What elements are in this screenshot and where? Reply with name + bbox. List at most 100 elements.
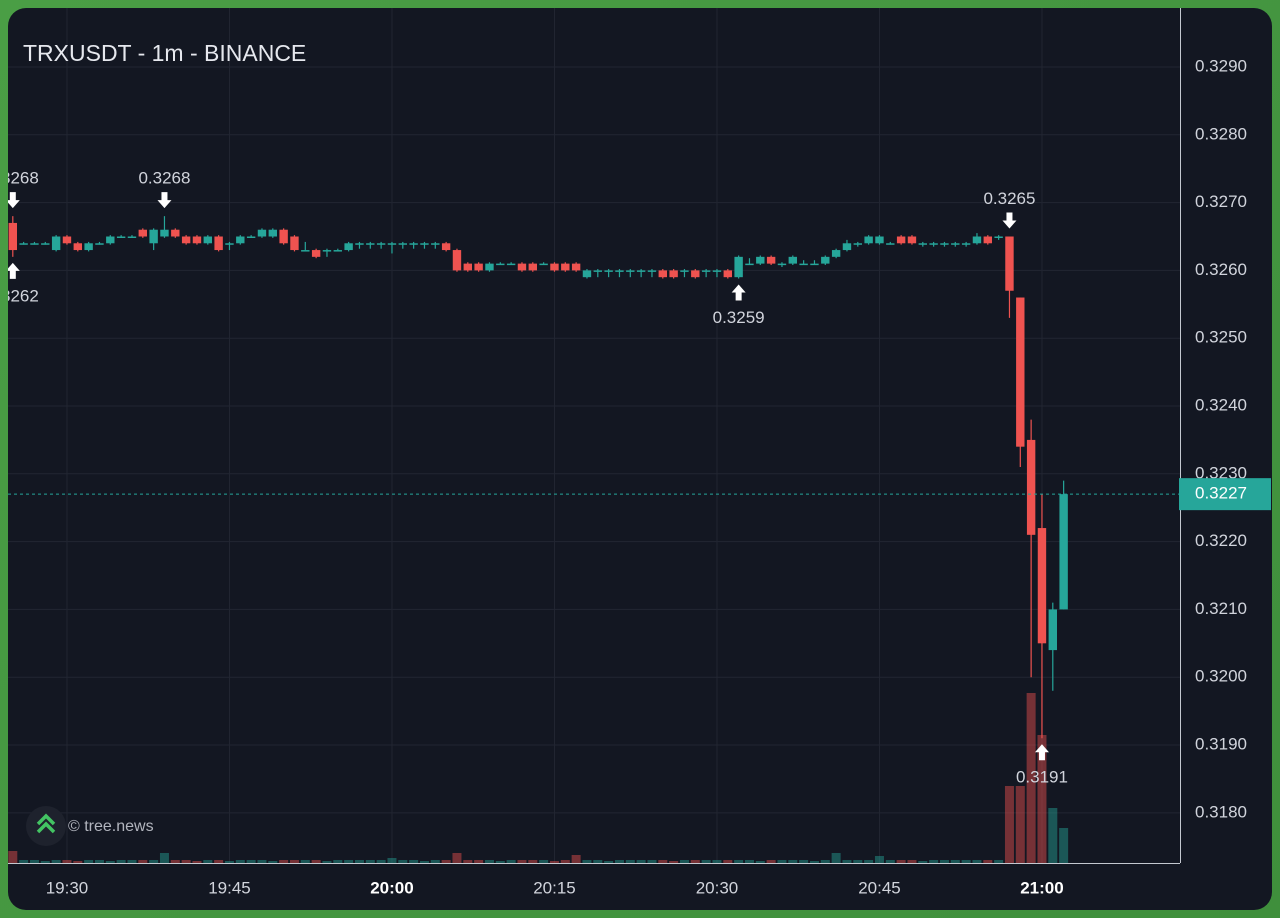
candle-body <box>1048 609 1057 651</box>
candle-body <box>496 263 505 266</box>
volume-bar <box>723 860 733 863</box>
volume-bar <box>625 860 635 863</box>
y-tick-label: 0.3270 <box>1195 192 1247 211</box>
volume-bar <box>604 861 614 863</box>
candle-body <box>311 250 321 257</box>
candle-body <box>875 236 884 244</box>
candle-body <box>1037 528 1047 644</box>
volume-bar <box>896 860 906 863</box>
candle-body <box>441 243 451 251</box>
volume-bar <box>62 860 72 863</box>
candle-body <box>756 256 765 264</box>
candle-body <box>810 263 819 266</box>
volume-bar <box>766 860 776 863</box>
annotation-arrow <box>157 192 172 209</box>
volume-bar <box>950 860 960 863</box>
candle-body <box>420 243 429 245</box>
candle-body <box>1016 297 1025 447</box>
candle-body <box>886 243 895 245</box>
x-tick-label: 19:30 <box>46 878 89 897</box>
candle-body <box>333 250 342 252</box>
candle-body <box>561 263 570 271</box>
candle-body <box>366 243 375 245</box>
candle-body <box>463 263 472 271</box>
candle-body <box>203 236 212 244</box>
candle-body <box>626 270 635 272</box>
candle-body <box>972 236 982 244</box>
volume-bar <box>647 860 657 863</box>
price-annotation: 0.3259 <box>713 284 765 327</box>
volume-bar <box>907 860 917 863</box>
volume-bar <box>690 860 700 863</box>
volume-bar <box>84 860 94 863</box>
volume-bar <box>452 853 462 863</box>
volume-bar <box>268 861 278 863</box>
candle-body <box>106 236 115 244</box>
volume-bar <box>820 860 830 863</box>
volume-bar <box>224 861 234 863</box>
annotation-arrow <box>1034 744 1049 761</box>
y-tick-label: 0.3190 <box>1195 735 1247 754</box>
price-annotation: 0.3268 <box>138 169 190 209</box>
x-tick-label: 20:00 <box>370 878 413 897</box>
x-tick-label: 21:00 <box>1020 878 1063 897</box>
volume-bar <box>734 860 744 863</box>
candle-body <box>236 236 245 244</box>
volume-bar <box>365 860 375 863</box>
volume-bar <box>1004 786 1014 863</box>
volume-bar <box>983 860 993 863</box>
price-annotation: 0.3191 <box>1016 744 1068 787</box>
annotation-arrow <box>8 262 20 279</box>
price-annotation: 0.3265 <box>983 189 1035 229</box>
candle-body <box>821 256 830 264</box>
candle-body <box>192 236 202 244</box>
volume-bar <box>539 860 549 863</box>
candle-body <box>8 222 17 251</box>
volume-bar <box>322 861 332 863</box>
candle-body <box>431 243 440 245</box>
volume-bar <box>874 856 884 863</box>
candle-body <box>571 263 581 271</box>
candle-body <box>918 243 927 245</box>
candle-body <box>940 243 949 245</box>
candle-body <box>658 270 667 278</box>
candle-body <box>160 229 169 237</box>
candle-body <box>116 236 126 238</box>
candle-body <box>355 243 364 245</box>
candle-body <box>994 236 1003 238</box>
candle-body <box>398 243 407 245</box>
volume-bar <box>809 861 819 863</box>
annotation-label: 0.3259 <box>713 308 765 327</box>
annotation-arrow <box>1002 212 1017 229</box>
volume-bar <box>344 860 354 863</box>
volume-bar <box>105 861 115 863</box>
candle-body <box>1005 236 1014 291</box>
volume-bar <box>333 860 343 863</box>
volume-bar <box>755 861 765 863</box>
volume-bar <box>214 860 224 863</box>
volume-bar <box>246 860 256 863</box>
volume-bar <box>788 860 798 863</box>
candle-body <box>19 243 28 245</box>
volume-bar <box>463 860 473 863</box>
candle-body <box>983 236 992 244</box>
volume-bar <box>864 860 874 863</box>
volume-bar <box>484 860 494 863</box>
candle-body <box>831 250 841 257</box>
y-tick-label: 0.3280 <box>1195 124 1247 143</box>
volume-bar <box>582 860 592 863</box>
volume-bar <box>354 860 364 863</box>
y-tick-label: 0.3290 <box>1195 56 1247 75</box>
volume-bar <box>961 860 971 863</box>
volume-bar <box>658 860 668 863</box>
volume-bar <box>94 860 104 863</box>
candle-body <box>1059 494 1068 610</box>
candle-body <box>214 236 223 251</box>
volume-bar <box>495 861 505 863</box>
candle-body <box>669 270 678 278</box>
candle-body <box>853 243 862 245</box>
candle-body <box>550 263 559 271</box>
candle-body <box>376 243 386 245</box>
candle-body <box>701 270 711 272</box>
